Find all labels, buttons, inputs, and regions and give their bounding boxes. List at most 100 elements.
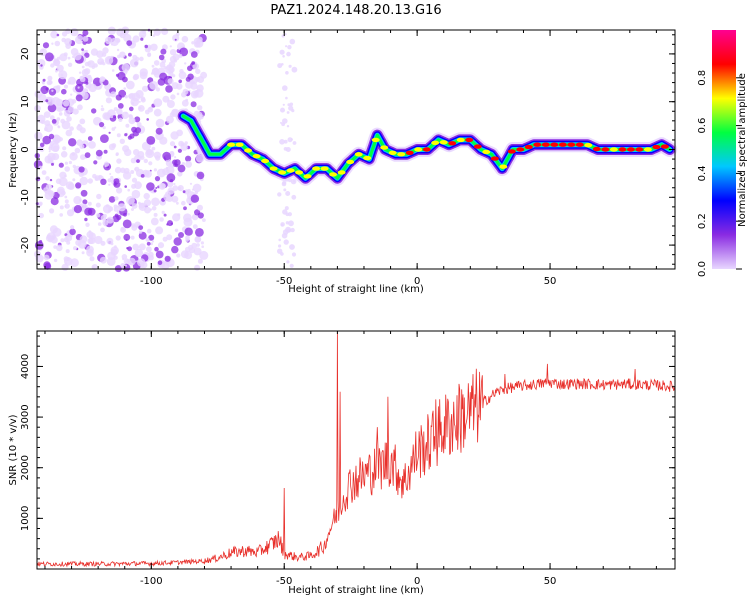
noise-blob [71,99,77,104]
noise-blob [44,127,48,132]
ridge-hotspot [414,147,423,152]
noise-blob [197,258,203,264]
noise-blob [102,126,106,130]
noise-blob [69,228,76,236]
noise-blob [34,131,43,141]
noise-blob [150,242,153,246]
noise-blob [145,237,150,242]
noise-blob [65,129,73,137]
noise-blob [131,224,138,231]
noise-blob [146,228,152,234]
noise-blob [162,236,168,242]
noise-blob [197,204,203,211]
noise-blob [55,137,59,141]
noise-blob [155,155,161,161]
noise-blob [146,241,151,246]
noise-blob [39,142,45,148]
noise-blob [138,230,143,234]
noise-blob [94,235,103,245]
noise-blob [174,38,177,41]
noise-blob [64,203,70,209]
noise-blob [192,183,202,193]
noise-blob [292,180,296,183]
noise-blob [133,149,140,156]
noise-blob [152,34,156,37]
figure-title: PAZ1.2024.148.20.13.G16 [270,3,441,18]
noise-blob [144,206,151,214]
noise-blob [108,131,111,134]
noise-blob [145,149,155,159]
noise-blob [64,166,70,172]
snr-ytick-label: 1000 [20,506,31,531]
noise-blob [286,260,290,264]
noise-blob [138,106,142,110]
noise-blob [116,108,123,115]
snr-ytick-label: 3000 [20,404,31,429]
noise-blob [176,201,179,205]
ridge-hotspot [252,154,261,159]
noise-blob [60,151,68,158]
ridge-hotspot [295,170,304,175]
noise-blob [85,49,88,53]
noise-blob [181,35,189,43]
noise-blob [102,112,110,120]
noise-blob [289,38,296,45]
noise-blob [126,247,129,250]
noise-blob [121,111,129,120]
noise-blob [196,84,204,92]
noise-blob [280,121,282,124]
noise-blob [291,252,297,257]
noise-blob [65,249,70,254]
snr-ylabel: SNR (10 * v/v) [8,414,19,485]
noise-blob [282,103,285,106]
ridge-hotspot [635,147,644,152]
noise-blob [72,108,79,115]
noise-blob [146,136,156,145]
spectrogram-plot-area [33,26,678,273]
colorbar-label: Normalized spectral amplitude [737,73,748,227]
noise-blob [64,161,68,165]
snr-ticks: -100 -50 0 50 1000 2000 3000 4000 [20,331,675,587]
noise-blob [37,59,46,68]
noise-blob [190,101,197,108]
noise-blob [151,206,157,211]
noise-blob [42,42,50,49]
ridge-hotspot [652,144,661,150]
noise-blob [150,72,154,75]
noise-blob [166,64,173,71]
noise-blob [69,126,74,131]
noise-blob [155,118,165,128]
noise-blob [146,118,149,121]
noise-blob [287,212,292,217]
noise-blob [124,95,128,99]
noise-blob [130,170,135,174]
ridge-hotspot [329,172,338,177]
noise-blob [82,199,88,205]
noise-blob [119,51,126,58]
noise-blob [280,107,285,113]
ridge-hotspot [584,143,593,148]
noise-blob [38,212,44,219]
noise-blob [140,37,144,41]
noise-blob [101,52,107,57]
noise-blob [73,205,82,214]
noise-blob [105,204,110,208]
noise-blob [173,182,176,186]
noise-blob [190,90,199,99]
noise-blob [155,250,164,259]
noise-blob [169,55,177,63]
noise-blob [93,63,98,68]
noise-blob [56,33,60,37]
noise-blob [110,248,118,256]
noise-blob [292,141,297,145]
noise-blob [157,242,165,249]
noise-blob [177,171,183,177]
noise-blob [127,188,130,192]
noise-blob [64,205,67,208]
noise-blob [119,138,126,144]
noise-blob [148,255,154,261]
noise-blob [164,255,171,262]
noise-blob [194,190,199,195]
noise-blob [187,65,193,72]
noise-blob [179,47,189,57]
